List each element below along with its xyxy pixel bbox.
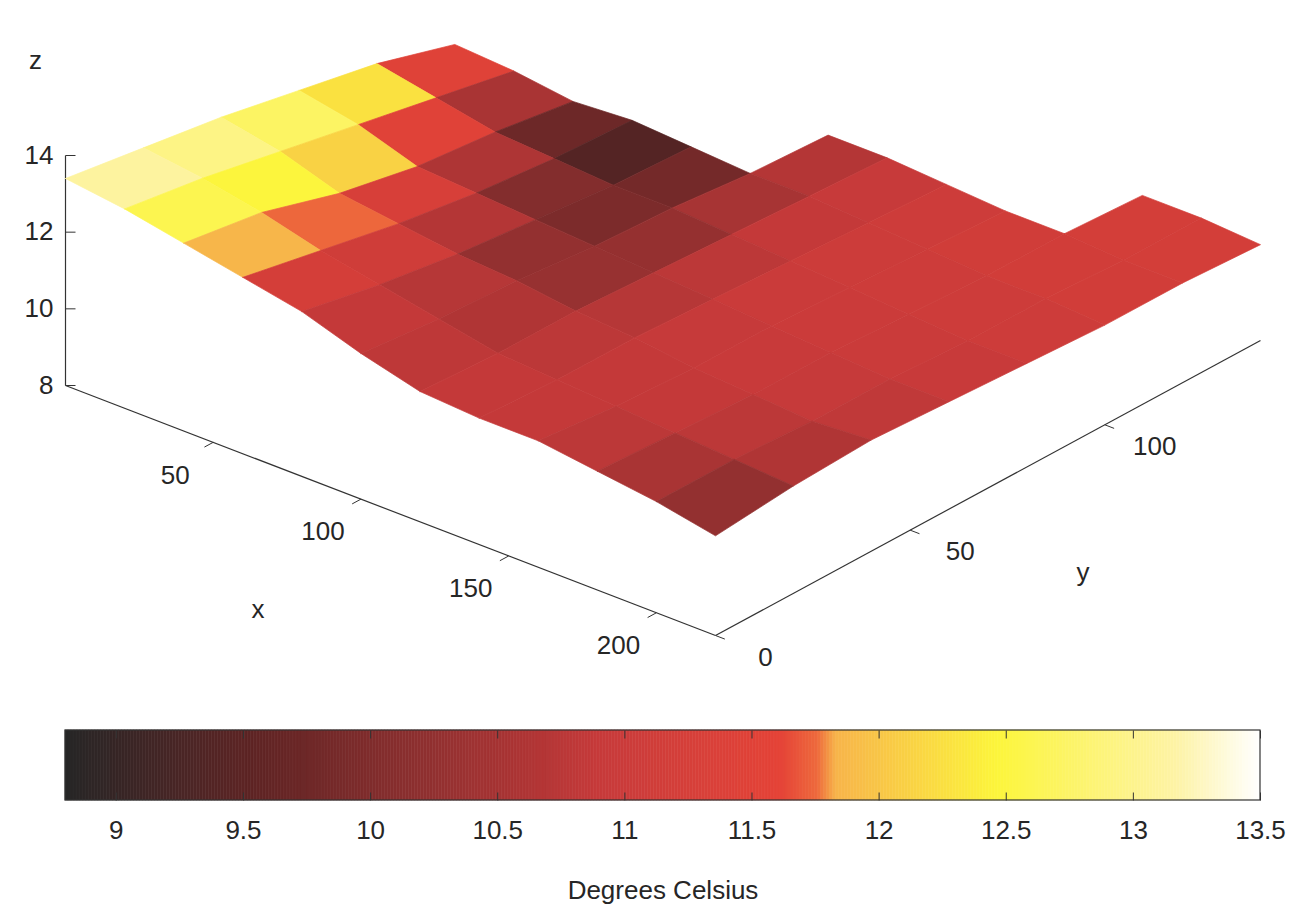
svg-text:x: x: [252, 594, 265, 624]
svg-text:11: 11: [611, 815, 638, 845]
svg-text:10: 10: [356, 815, 385, 845]
svg-text:13: 13: [1119, 815, 1148, 845]
svg-text:9.5: 9.5: [225, 815, 261, 845]
svg-text:z: z: [29, 45, 42, 75]
svg-text:11.5: 11.5: [728, 815, 777, 845]
svg-text:8: 8: [39, 370, 53, 400]
svg-text:13.5: 13.5: [1235, 815, 1286, 845]
svg-text:12.5: 12.5: [981, 815, 1032, 845]
svg-text:100: 100: [301, 516, 344, 546]
svg-text:0: 0: [758, 642, 772, 672]
svg-text:Degrees Celsius: Degrees Celsius: [568, 875, 759, 905]
svg-text:9: 9: [109, 815, 123, 845]
svg-text:12: 12: [865, 815, 894, 845]
svg-text:50: 50: [161, 460, 190, 490]
svg-text:10: 10: [25, 293, 54, 323]
svg-text:14: 14: [25, 140, 54, 170]
svg-text:50: 50: [946, 536, 975, 566]
svg-text:y: y: [1077, 557, 1090, 587]
svg-text:100: 100: [1133, 431, 1176, 461]
svg-text:150: 150: [449, 573, 492, 603]
svg-text:10.5: 10.5: [472, 815, 523, 845]
svg-text:12: 12: [25, 216, 54, 246]
svg-text:200: 200: [597, 630, 640, 660]
